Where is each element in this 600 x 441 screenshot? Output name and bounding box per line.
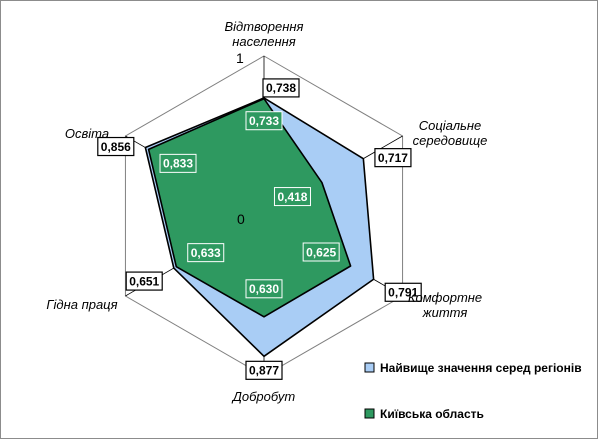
data-label-kyiv: 0,633 [191, 246, 221, 260]
axis-labels: Відтворення населення Соціальне середовище К… [46, 19, 487, 404]
axis-label: Відтворення населення [224, 19, 303, 49]
scale-label-min: 0 [237, 211, 245, 227]
data-labels-kyiv: 0,733 0,418 0,625 0,630 0,633 0,833 [159, 111, 340, 299]
legend-swatch-kyiv [364, 408, 375, 419]
data-label-kyiv-box [273, 187, 311, 207]
data-label-kyiv: 0,833 [163, 157, 193, 171]
data-label-highest: 0,877 [249, 364, 279, 378]
data-label-kyiv: 0,418 [277, 190, 307, 204]
legend-label-highest: Найвище значення серед регіонів [380, 361, 582, 375]
data-label-highest: 0,856 [101, 140, 131, 154]
axis-label: Добробут [231, 389, 296, 404]
data-label-highest-box [374, 148, 412, 168]
data-label-highest-box [384, 282, 422, 302]
series-kyiv-oblast [147, 97, 352, 318]
data-label-kyiv-box [245, 279, 283, 299]
data-label-kyiv: 0,733 [249, 114, 279, 128]
data-label-kyiv-box [187, 243, 225, 263]
data-label-highest: 0,717 [378, 151, 408, 165]
legend-swatch-highest [364, 362, 375, 373]
chart-legend: Найвище значення серед регіонів Київська… [364, 361, 582, 421]
data-label-highest-box [262, 78, 300, 98]
axis-label: Гідна праця [46, 297, 117, 312]
data-label-highest: 0,791 [388, 286, 418, 300]
data-label-kyiv-box [159, 153, 197, 173]
data-label-kyiv-box [245, 111, 283, 131]
scale-label-max: 1 [236, 50, 244, 66]
data-label-highest-box [125, 271, 163, 291]
data-label-kyiv: 0,625 [306, 245, 336, 259]
data-labels-highest: 0,738 0,717 0,791 0,877 0,651 0,856 [97, 78, 422, 380]
data-label-highest-box [97, 136, 135, 157]
axis-label: Освіта [65, 126, 109, 141]
series-area-kyiv [147, 97, 352, 318]
data-label-highest: 0,738 [266, 81, 296, 95]
data-label-highest-box [245, 360, 283, 380]
data-label-kyiv: 0,630 [249, 282, 279, 296]
axis-label: Соціальне середовище [413, 118, 488, 148]
axis-label: Комфортне життя [408, 290, 482, 320]
data-label-highest: 0,651 [129, 274, 159, 288]
data-label-kyiv-box [302, 242, 340, 262]
legend-label-kyiv: Київська область [380, 407, 484, 421]
